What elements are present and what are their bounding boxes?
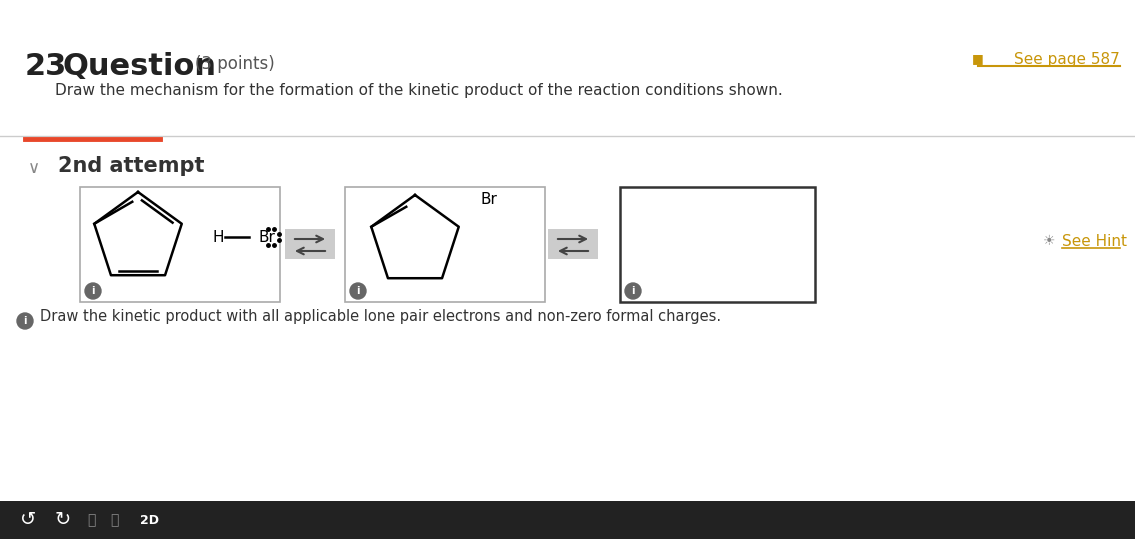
Text: ↻: ↻	[54, 510, 72, 529]
Text: 2D: 2D	[140, 514, 159, 527]
Text: ∨: ∨	[28, 159, 40, 177]
Text: Question: Question	[64, 52, 217, 81]
Text: Ⓡ: Ⓡ	[110, 513, 118, 527]
Text: i: i	[356, 286, 360, 296]
Circle shape	[625, 283, 641, 299]
Bar	[620, 187, 815, 302]
Text: ☀: ☀	[1043, 234, 1056, 248]
Text: i: i	[631, 286, 634, 296]
Text: Ⓡ: Ⓡ	[87, 513, 95, 527]
Text: ↺: ↺	[20, 510, 36, 529]
Text: H: H	[212, 230, 224, 245]
Text: ■: ■	[972, 52, 984, 65]
Text: Draw the mechanism for the formation of the kinetic product of the reaction cond: Draw the mechanism for the formation of …	[54, 83, 783, 98]
Text: i: i	[23, 316, 27, 326]
Text: (3 points): (3 points)	[195, 55, 275, 73]
Bar	[79, 187, 280, 302]
Circle shape	[17, 313, 33, 329]
Bar	[285, 229, 335, 259]
Text: Br: Br	[258, 230, 275, 245]
Text: i: i	[91, 286, 94, 296]
Circle shape	[85, 283, 101, 299]
Text: Br: Br	[480, 191, 497, 206]
Circle shape	[350, 283, 365, 299]
Bar	[0, 501, 1135, 539]
Text: Draw the kinetic product with all applicable lone pair electrons and non-zero fo: Draw the kinetic product with all applic…	[40, 309, 721, 324]
Bar	[345, 187, 545, 302]
Text: See page 587: See page 587	[1015, 52, 1120, 67]
Bar	[548, 229, 598, 259]
Text: See Hint: See Hint	[1062, 234, 1127, 249]
Text: 2nd attempt: 2nd attempt	[58, 156, 204, 176]
Text: 23: 23	[25, 52, 67, 81]
